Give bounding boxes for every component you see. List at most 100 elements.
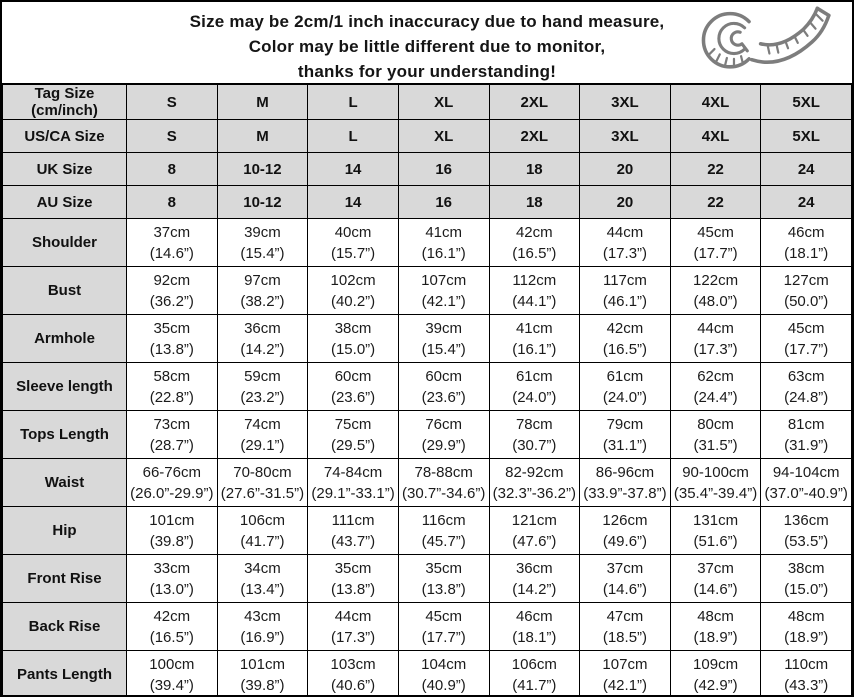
measure-cell: 60cm (23.6”) bbox=[397, 362, 490, 411]
table-row: AU Size 8 10-12 14 16 18 20 22 24 bbox=[2, 185, 852, 219]
measure-cell: 63cm (24.8”) bbox=[760, 362, 852, 411]
measure-cell: 44cm (17.3”) bbox=[579, 218, 671, 267]
row-label: Back Rise bbox=[2, 602, 127, 651]
measure-cell: 131cm (51.6”) bbox=[669, 506, 762, 555]
size-cell: L bbox=[307, 83, 399, 120]
measure-cell: 70-80cm (27.6”-31.5”) bbox=[216, 458, 309, 507]
measure-cell: 106cm (41.7”) bbox=[488, 650, 581, 695]
measure-cell: 112cm (44.1”) bbox=[488, 266, 581, 315]
row-label: Tops Length bbox=[2, 410, 127, 459]
size-cell: S bbox=[126, 83, 218, 120]
size-cell: 14 bbox=[307, 152, 399, 186]
measure-cell: 80cm (31.5”) bbox=[669, 410, 762, 459]
size-cell: 10-12 bbox=[216, 185, 309, 219]
measure-cell: 43cm (16.9”) bbox=[216, 602, 309, 651]
size-cell: 22 bbox=[669, 152, 762, 186]
size-cell: 20 bbox=[579, 185, 671, 219]
size-cell: 16 bbox=[397, 152, 490, 186]
tape-measure-icon bbox=[701, 6, 831, 69]
table-row: Front Rise 33cm (13.0”) 34cm (13.4”) 35cm (13.… bbox=[2, 554, 852, 603]
measure-cell: 92cm (36.2”) bbox=[126, 266, 218, 315]
measure-cell: 48cm (18.9”) bbox=[669, 602, 762, 651]
measure-cell: 37cm (14.6”) bbox=[579, 554, 671, 603]
size-cell: 8 bbox=[126, 185, 218, 219]
row-label: Sleeve length bbox=[2, 362, 127, 411]
measure-cell: 73cm (28.7”) bbox=[126, 410, 218, 459]
size-cell: 3XL bbox=[579, 83, 671, 120]
measure-cell: 117cm (46.1”) bbox=[579, 266, 671, 315]
measure-cell: 122cm (48.0”) bbox=[669, 266, 762, 315]
measure-cell: 107cm (42.1”) bbox=[397, 266, 490, 315]
table-row: Tag Size (cm/inch) S M L XL 2XL 3XL 4XL 5XL bbox=[2, 83, 852, 120]
size-cell: 22 bbox=[669, 185, 762, 219]
size-cell: 18 bbox=[488, 152, 581, 186]
size-cell: 5XL bbox=[760, 119, 852, 153]
measure-cell: 34cm (13.4”) bbox=[216, 554, 309, 603]
measure-cell: 101cm (39.8”) bbox=[126, 506, 218, 555]
measure-cell: 39cm (15.4”) bbox=[216, 218, 309, 267]
measure-cell: 46cm (18.1”) bbox=[760, 218, 852, 267]
size-cell: M bbox=[216, 119, 309, 153]
measure-cell: 74cm (29.1”) bbox=[216, 410, 309, 459]
measure-cell: 136cm (53.5”) bbox=[760, 506, 852, 555]
measure-cell: 35cm (13.8”) bbox=[126, 314, 218, 363]
row-label: Armhole bbox=[2, 314, 127, 363]
table-row: Tops Length 73cm (28.7”) 74cm (29.1”) 75cm (29… bbox=[2, 410, 852, 459]
row-label: AU Size bbox=[2, 185, 127, 219]
table-row: Bust 92cm (36.2”) 97cm (38.2”) 102cm (40.2”) 10… bbox=[2, 266, 852, 315]
measure-cell: 81cm (31.9”) bbox=[760, 410, 852, 459]
size-cell: 4XL bbox=[669, 83, 762, 120]
measure-cell: 66-76cm (26.0”-29.9”) bbox=[126, 458, 218, 507]
measure-cell: 48cm (18.9”) bbox=[760, 602, 852, 651]
measure-cell: 42cm (16.5”) bbox=[126, 602, 218, 651]
measure-cell: 42cm (16.5”) bbox=[579, 314, 671, 363]
measure-cell: 94-104cm (37.0”-40.9”) bbox=[760, 458, 852, 507]
size-cell: 2XL bbox=[488, 119, 581, 153]
measure-cell: 75cm (29.5”) bbox=[307, 410, 399, 459]
size-chart-table: Tag Size (cm/inch) S M L XL 2XL 3XL 4XL 5XL US/CA … bbox=[2, 83, 852, 695]
measure-cell: 36cm (14.2”) bbox=[488, 554, 581, 603]
row-label: Waist bbox=[2, 458, 127, 507]
measure-cell: 36cm (14.2”) bbox=[216, 314, 309, 363]
table-row: UK Size 8 10-12 14 16 18 20 22 24 bbox=[2, 152, 852, 186]
measure-cell: 38cm (15.0”) bbox=[307, 314, 399, 363]
measure-cell: 42cm (16.5”) bbox=[488, 218, 581, 267]
measure-cell: 35cm (13.8”) bbox=[307, 554, 399, 603]
measure-cell: 40cm (15.7”) bbox=[307, 218, 399, 267]
table-row: US/CA Size S M L XL 2XL 3XL 4XL 5XL bbox=[2, 119, 852, 153]
table-row: Hip 101cm (39.8”) 106cm (41.7”) 111cm (43.7”) 1… bbox=[2, 506, 852, 555]
measure-cell: 97cm (38.2”) bbox=[216, 266, 309, 315]
measure-cell: 104cm (40.9”) bbox=[397, 650, 490, 695]
size-cell: 3XL bbox=[579, 119, 671, 153]
notice-line-2: Color may be little different due to mon… bbox=[248, 37, 606, 56]
measure-cell: 107cm (42.1”) bbox=[579, 650, 671, 695]
measure-cell: 44cm (17.3”) bbox=[307, 602, 399, 651]
measure-cell: 41cm (16.1”) bbox=[488, 314, 581, 363]
row-label: Tag Size (cm/inch) bbox=[2, 83, 127, 120]
size-cell: 8 bbox=[126, 152, 218, 186]
measure-cell: 61cm (24.0”) bbox=[579, 362, 671, 411]
measure-cell: 116cm (45.7”) bbox=[397, 506, 490, 555]
measure-cell: 79cm (31.1”) bbox=[579, 410, 671, 459]
measure-cell: 47cm (18.5”) bbox=[579, 602, 671, 651]
size-cell: 24 bbox=[760, 185, 852, 219]
size-cell: 18 bbox=[488, 185, 581, 219]
measure-cell: 44cm (17.3”) bbox=[669, 314, 762, 363]
measure-cell: 58cm (22.8”) bbox=[126, 362, 218, 411]
size-cell: XL bbox=[397, 83, 490, 120]
size-cell: 20 bbox=[579, 152, 671, 186]
measure-cell: 121cm (47.6”) bbox=[488, 506, 581, 555]
table-row: Pants Length 100cm (39.4”) 101cm (39.8”) 103c… bbox=[2, 650, 852, 695]
measure-cell: 78cm (30.7”) bbox=[488, 410, 581, 459]
measure-cell: 103cm (40.6”) bbox=[307, 650, 399, 695]
measure-cell: 106cm (41.7”) bbox=[216, 506, 309, 555]
measure-cell: 41cm (16.1”) bbox=[397, 218, 490, 267]
measure-cell: 82-92cm (32.3”-36.2”) bbox=[488, 458, 581, 507]
measure-cell: 74-84cm (29.1”-33.1”) bbox=[307, 458, 399, 507]
table-row: Sleeve length 58cm (22.8”) 59cm (23.2”) 60cm(… bbox=[2, 362, 852, 411]
size-cell: 14 bbox=[307, 185, 399, 219]
measure-cell: 109cm (42.9”) bbox=[669, 650, 762, 695]
measure-cell: 38cm (15.0”) bbox=[760, 554, 852, 603]
size-cell: 24 bbox=[760, 152, 852, 186]
